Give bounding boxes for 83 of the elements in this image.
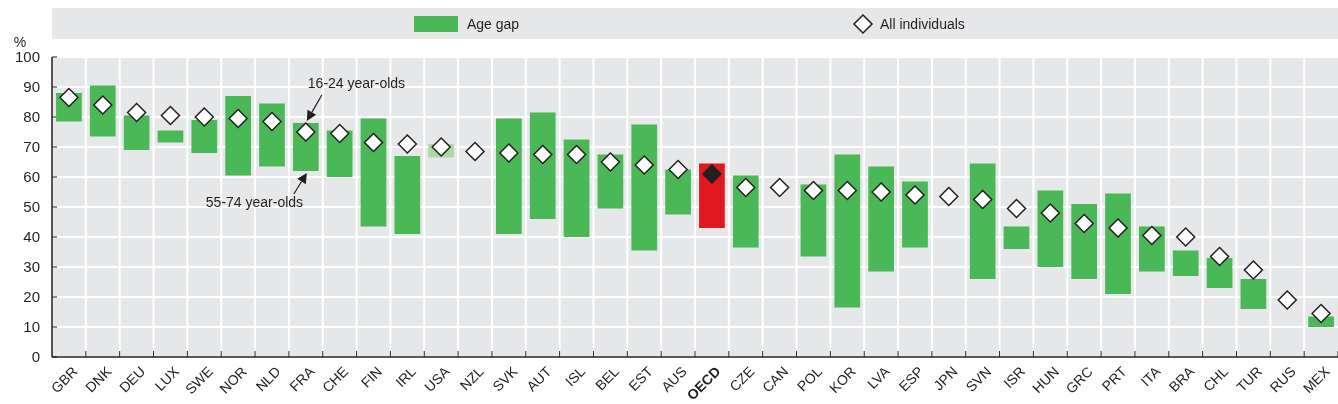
x-tick-label: CHL (1200, 363, 1232, 395)
point (363, 132, 384, 153)
bar (496, 118, 522, 234)
legend-label: Age gap (467, 16, 520, 32)
point (1209, 246, 1230, 267)
bar (665, 169, 691, 215)
x-tick-label: BEL (591, 363, 623, 394)
y-axis-title: % (13, 34, 27, 50)
x-tick-label: POL (793, 363, 826, 395)
y-tick-label: 50 (23, 198, 40, 216)
point (228, 108, 248, 129)
point (296, 122, 316, 142)
point (532, 144, 553, 165)
point (1277, 290, 1297, 310)
point (397, 134, 418, 154)
bar (1003, 226, 1030, 249)
point (262, 111, 282, 132)
point (668, 159, 688, 180)
point (1175, 227, 1196, 247)
y-tick-label: 20 (23, 288, 40, 306)
bar (1172, 250, 1199, 276)
x-tick-label: TUR (1233, 363, 1265, 395)
bar (631, 124, 658, 251)
point (905, 185, 925, 205)
y-tick-label: 0 (31, 348, 40, 366)
x-tick-label: ISL (561, 363, 589, 390)
y-tick-label: 60 (23, 168, 40, 186)
point (939, 186, 959, 207)
point (1074, 213, 1094, 234)
x-tick-label: ISR (1000, 363, 1029, 392)
bar (1240, 279, 1267, 309)
point (1040, 203, 1061, 223)
annotation: 16-24 year-olds (307, 75, 406, 91)
y-tick-label: 40 (23, 228, 40, 246)
point (160, 105, 181, 126)
x-tick-label: USA (421, 362, 454, 395)
point (126, 102, 147, 123)
point (702, 164, 722, 184)
point (1311, 303, 1331, 324)
bar (529, 112, 556, 219)
point (1006, 198, 1027, 219)
point (600, 152, 621, 172)
bar (225, 96, 251, 176)
point (972, 189, 993, 210)
x-tick-label: NZL (456, 363, 487, 394)
point (194, 107, 215, 127)
y-tick-label: 100 (14, 48, 40, 66)
bar (123, 115, 150, 150)
point (871, 182, 891, 202)
point (566, 144, 587, 165)
y-tick-label: 80 (23, 108, 40, 126)
annotation: 55-74 year-olds (205, 194, 304, 210)
bar (563, 139, 590, 237)
bar (834, 154, 861, 308)
bar (969, 163, 996, 279)
y-tick-label: 90 (23, 78, 40, 96)
bar (157, 130, 184, 143)
point (465, 141, 485, 162)
point (329, 123, 350, 144)
bar (868, 166, 894, 272)
y-tick-label: 70 (23, 138, 40, 156)
point (499, 143, 519, 163)
legend-label: All individuals (880, 16, 965, 32)
point (1108, 218, 1128, 238)
y-tick-label: 10 (23, 318, 40, 336)
point (837, 180, 858, 201)
point (431, 137, 451, 157)
bar (394, 156, 421, 234)
bar (1105, 193, 1131, 294)
point (634, 155, 654, 175)
point (803, 180, 824, 201)
point (1243, 260, 1264, 280)
x-tick-label: FIN (357, 363, 386, 391)
bar (1037, 190, 1064, 267)
y-tick-label: 30 (23, 258, 40, 276)
bar (360, 118, 387, 227)
x-tick-label: IRL (392, 363, 420, 390)
bar (191, 120, 218, 153)
point (769, 177, 790, 198)
x-tick-label: ITA (1137, 362, 1164, 390)
point (736, 177, 756, 198)
x-tick-label: LVA (864, 362, 894, 392)
point (1142, 225, 1162, 246)
